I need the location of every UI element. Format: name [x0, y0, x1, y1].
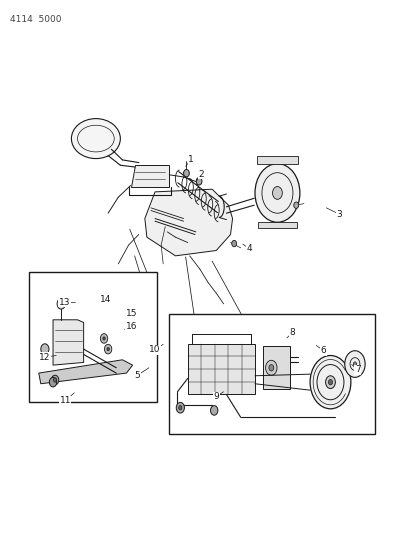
Circle shape	[51, 375, 59, 385]
Bar	[263, 346, 290, 389]
Circle shape	[176, 402, 184, 413]
Circle shape	[255, 164, 300, 222]
Text: 11: 11	[60, 397, 71, 405]
Text: 2: 2	[198, 170, 204, 179]
Circle shape	[266, 360, 277, 375]
Circle shape	[345, 351, 365, 377]
Circle shape	[104, 344, 112, 354]
Circle shape	[49, 377, 57, 387]
Circle shape	[57, 298, 65, 309]
Bar	[169, 314, 375, 434]
Bar	[29, 272, 157, 402]
Circle shape	[328, 379, 333, 385]
Circle shape	[310, 356, 351, 409]
Circle shape	[211, 406, 218, 415]
Text: 5: 5	[135, 371, 140, 379]
Circle shape	[179, 406, 182, 410]
Polygon shape	[145, 189, 233, 256]
Text: 3: 3	[337, 210, 342, 219]
Circle shape	[184, 169, 189, 177]
Text: 14: 14	[100, 295, 111, 304]
Text: 16: 16	[126, 322, 137, 330]
Circle shape	[269, 365, 274, 371]
Bar	[258, 222, 297, 228]
Ellipse shape	[71, 118, 120, 159]
Polygon shape	[131, 165, 169, 187]
Circle shape	[53, 378, 57, 382]
Circle shape	[273, 187, 282, 199]
Circle shape	[353, 362, 357, 366]
Polygon shape	[53, 320, 84, 365]
Text: 1: 1	[188, 156, 194, 164]
Text: 4: 4	[247, 245, 253, 253]
Circle shape	[103, 337, 105, 340]
Circle shape	[232, 240, 237, 247]
Polygon shape	[188, 344, 255, 394]
Circle shape	[107, 348, 109, 351]
Circle shape	[100, 334, 108, 343]
Text: 15: 15	[126, 309, 137, 318]
Circle shape	[326, 376, 335, 389]
Text: 13: 13	[59, 298, 70, 306]
Text: 8: 8	[290, 328, 295, 337]
Bar	[257, 156, 298, 164]
Circle shape	[294, 202, 299, 208]
Text: 6: 6	[321, 346, 326, 355]
Text: 9: 9	[213, 392, 219, 401]
Text: 12: 12	[39, 353, 51, 361]
Text: 4114  5000: 4114 5000	[10, 15, 62, 24]
Text: 10: 10	[149, 345, 161, 354]
Polygon shape	[39, 360, 133, 384]
Text: 7: 7	[355, 366, 361, 374]
Circle shape	[196, 177, 202, 185]
Circle shape	[41, 344, 49, 354]
